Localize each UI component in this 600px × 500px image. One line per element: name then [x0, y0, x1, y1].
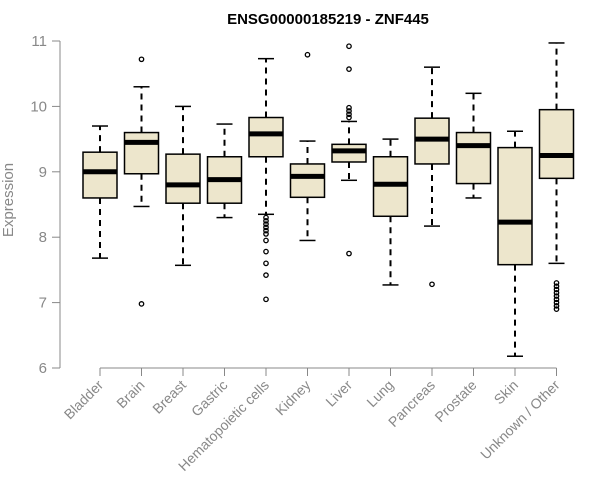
box-kidney	[289, 51, 326, 242]
outlier-point	[263, 272, 269, 278]
outlier-point	[263, 214, 269, 221]
outlier-point	[553, 303, 560, 309]
iqr-box	[538, 108, 575, 180]
box-lung	[372, 138, 409, 286]
outlier-point	[553, 299, 560, 306]
x-tick-label: Lung	[363, 377, 396, 410]
outlier-point	[304, 51, 311, 58]
outlier-point	[346, 250, 352, 257]
outlier-point	[553, 289, 560, 296]
iqr-box	[82, 151, 118, 199]
y-tick-label: 6	[39, 360, 47, 377]
outlier-point	[553, 280, 560, 286]
iqr-box	[455, 131, 492, 185]
iqr-box	[248, 116, 284, 158]
x-tick-label: Bladder	[61, 377, 107, 423]
outlier-point	[346, 111, 352, 118]
outlier-point	[553, 296, 560, 303]
y-tick-label: 8	[39, 229, 47, 246]
iqr-box	[289, 163, 326, 199]
x-tick-label: Skin	[491, 377, 522, 408]
x-tick-label: Liver	[322, 377, 355, 410]
x-tick-label: Brain	[113, 377, 147, 411]
iqr-box	[123, 131, 160, 175]
outlier-point	[263, 224, 269, 231]
outlier-point	[553, 283, 560, 290]
chart-title: ENSG00000185219 - ZNF445	[227, 11, 429, 28]
outlier-point	[263, 237, 269, 244]
outlier-point	[263, 218, 269, 224]
outlier-point	[138, 301, 145, 307]
box-breast	[165, 105, 201, 267]
x-tick-label: Unknown / Other	[477, 377, 563, 463]
outlier-point	[346, 108, 352, 114]
y-tick-label: 7	[39, 295, 47, 312]
box-skin	[497, 130, 533, 357]
outlier-point	[346, 66, 352, 72]
outlier-point	[346, 104, 352, 111]
outlier-point	[346, 43, 352, 50]
outlier-point	[263, 260, 269, 267]
outlier-point	[553, 293, 560, 299]
outlier-point	[263, 231, 269, 237]
box-unknown-other	[538, 42, 575, 312]
box-bladder	[82, 125, 118, 259]
y-tick-label: 10	[30, 98, 47, 115]
boxes	[82, 42, 575, 357]
y-axis-label: Expression	[0, 163, 17, 237]
x-tick-label: Breast	[149, 377, 189, 417]
outlier-point	[263, 248, 269, 255]
y-tick-label: 9	[39, 164, 47, 181]
outlier-point	[263, 296, 269, 303]
outlier-point	[553, 286, 560, 293]
outlier-point	[263, 227, 269, 234]
outlier-point	[263, 221, 269, 227]
box-hematopoietic-cells	[248, 57, 284, 303]
box-brain	[123, 56, 160, 307]
box-gastric	[206, 123, 243, 219]
box-pancreas	[414, 66, 450, 288]
box-prostate	[455, 92, 492, 199]
y-tick-label: 11	[31, 33, 47, 50]
box-liver	[331, 43, 367, 257]
iqr-box	[165, 153, 201, 204]
x-tick-label: Kidney	[272, 377, 314, 419]
x-tick-label: Prostate	[431, 377, 479, 425]
outlier-point	[138, 56, 145, 63]
outlier-point	[429, 281, 435, 288]
outlier-point	[553, 306, 560, 312]
outlier-point	[346, 114, 352, 121]
iqr-box	[497, 146, 533, 266]
